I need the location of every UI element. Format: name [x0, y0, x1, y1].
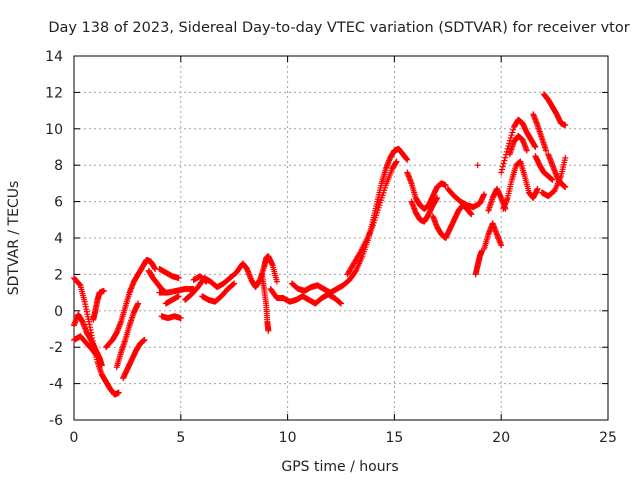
data-point	[203, 278, 210, 285]
data-point	[481, 191, 488, 198]
x-tick-label: 20	[492, 430, 510, 446]
data-point	[504, 145, 511, 152]
data-point	[499, 163, 506, 170]
data-point	[543, 147, 550, 154]
data-point	[338, 300, 344, 307]
y-tick-label: 0	[54, 304, 63, 320]
data-point	[202, 277, 209, 284]
data-point	[273, 278, 280, 285]
data-point	[434, 194, 441, 201]
data-point	[509, 129, 516, 136]
data-point	[231, 280, 238, 287]
y-tick-label: 4	[54, 231, 63, 247]
y-tick-label: 2	[54, 267, 63, 283]
data-point	[175, 293, 182, 300]
x-tick-label: 15	[385, 430, 403, 446]
data-point	[76, 281, 83, 288]
data-point	[265, 327, 272, 334]
data-point	[510, 126, 517, 133]
y-tick-label: 8	[54, 158, 63, 174]
x-tick-label: 25	[599, 430, 617, 446]
data-point	[508, 132, 515, 139]
data-point	[501, 157, 508, 164]
data-point	[177, 315, 184, 322]
data-point	[94, 353, 101, 360]
y-tick-label: 12	[45, 85, 63, 101]
data-points	[71, 91, 569, 398]
data-point	[115, 389, 122, 396]
y-tick-label: 10	[45, 122, 63, 138]
data-point	[500, 160, 507, 167]
x-tick-label: 5	[176, 430, 185, 446]
data-point	[502, 154, 509, 161]
x-tick-label: 0	[70, 430, 79, 446]
data-point	[507, 134, 514, 141]
data-point	[532, 144, 539, 150]
y-tick-label: -6	[49, 413, 63, 429]
data-point	[141, 336, 148, 343]
data-point	[442, 182, 449, 189]
data-point	[498, 169, 505, 176]
data-point	[393, 158, 400, 165]
y-tick-label: -4	[49, 377, 63, 393]
x-axis-tick-labels: 0 5 10 15 20 25	[70, 430, 617, 446]
axis-ticks	[73, 55, 609, 421]
data-point	[135, 300, 142, 307]
data-point	[499, 166, 506, 173]
x-tick-label: 10	[279, 430, 297, 446]
data-point	[100, 287, 107, 294]
data-point	[498, 242, 505, 249]
data-point	[468, 211, 475, 218]
data-point	[230, 281, 237, 288]
chart-title: Day 138 of 2023, Sidereal Day-to-day VTE…	[48, 20, 629, 36]
y-tick-label: -2	[49, 340, 63, 356]
y-tick-label: 6	[54, 195, 63, 211]
grid-lines	[74, 56, 608, 420]
data-point	[98, 362, 105, 369]
x-axis-label: GPS time / hours	[281, 459, 398, 475]
data-point	[474, 162, 481, 169]
data-point	[562, 122, 569, 129]
data-point	[562, 184, 569, 191]
data-point	[337, 299, 344, 306]
data-point	[534, 185, 541, 192]
data-point	[523, 147, 530, 154]
data-point	[175, 275, 182, 282]
data-point	[562, 154, 569, 161]
y-tick-label: 14	[45, 49, 63, 65]
data-point	[404, 156, 411, 163]
y-axis-label: SDTVAR / TECUs	[6, 181, 22, 296]
y-axis-tick-labels: -6 -4 -2 0 2 4 6 8 10 12 14	[45, 49, 63, 429]
data-point	[549, 176, 556, 183]
